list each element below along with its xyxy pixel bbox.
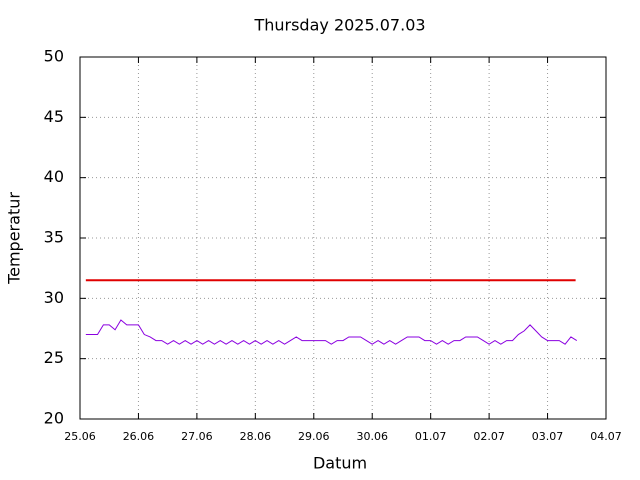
x-tick-label: 26.06 [123,430,155,443]
x-tick-label: 03.07 [532,430,564,443]
chart-title: Thursday 2025.07.03 [253,16,425,35]
y-tick-label: 45 [44,107,64,126]
x-tick-label: 27.06 [181,430,213,443]
y-tick-label: 35 [44,228,64,247]
y-tick-label: 20 [44,409,64,428]
y-tick-label: 50 [44,47,64,66]
x-tick-label: 02.07 [473,430,505,443]
x-tick-label: 28.06 [240,430,272,443]
y-tick-label: 25 [44,348,64,367]
x-axis-label: Datum [313,454,367,473]
x-tick-label: 04.07 [590,430,622,443]
x-tick-label: 29.06 [298,430,330,443]
x-tick-label: 30.06 [356,430,388,443]
x-tick-label: 25.06 [64,430,96,443]
x-tick-label: 01.07 [415,430,447,443]
plot-frame [79,56,607,420]
y-tick-label: 30 [44,288,64,307]
y-tick-label: 40 [44,167,64,186]
data-line [85,319,578,345]
y-axis-label: Temperatur [5,192,24,285]
